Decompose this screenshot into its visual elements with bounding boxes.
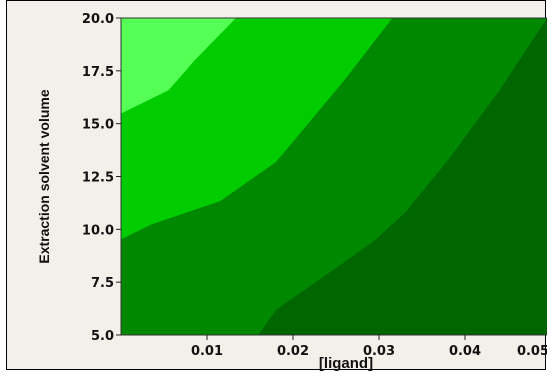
contour-regions [120, 17, 547, 336]
y-axis-label-group: Extraction solvent volume [36, 89, 52, 263]
x-axis-label: [ligand] [319, 355, 373, 371]
y-tick-label: 7.5 [91, 276, 114, 291]
x-tick-label: 0.05 [517, 344, 547, 359]
y-tick-label: 17.5 [82, 65, 114, 80]
axis-ticks: 5.0 7.5 10.0 12.5 15.0 17.5 20.0 0.01 0.02 0.03 0.… [82, 12, 547, 359]
y-tick-label: 15.0 [82, 118, 114, 133]
x-tick-label: 0.04 [449, 344, 481, 359]
y-axis-label: Extraction solvent volume [36, 89, 52, 263]
chart-frame: 5.0 7.5 10.0 12.5 15.0 17.5 20.0 0.01 0.02 0.03 0.… [6, 0, 547, 371]
contour-chart: 5.0 7.5 10.0 12.5 15.0 17.5 20.0 0.01 0.02 0.03 0.… [36, 12, 547, 371]
x-tick-label: 0.01 [191, 344, 223, 359]
x-tick-label: 0.03 [363, 344, 395, 359]
y-tick-label: 5.0 [91, 329, 114, 344]
y-tick-label: 12.5 [82, 171, 114, 186]
y-tick-label: 20.0 [82, 12, 114, 27]
y-tick-label: 10.0 [82, 223, 114, 238]
x-tick-label: 0.02 [277, 344, 309, 359]
